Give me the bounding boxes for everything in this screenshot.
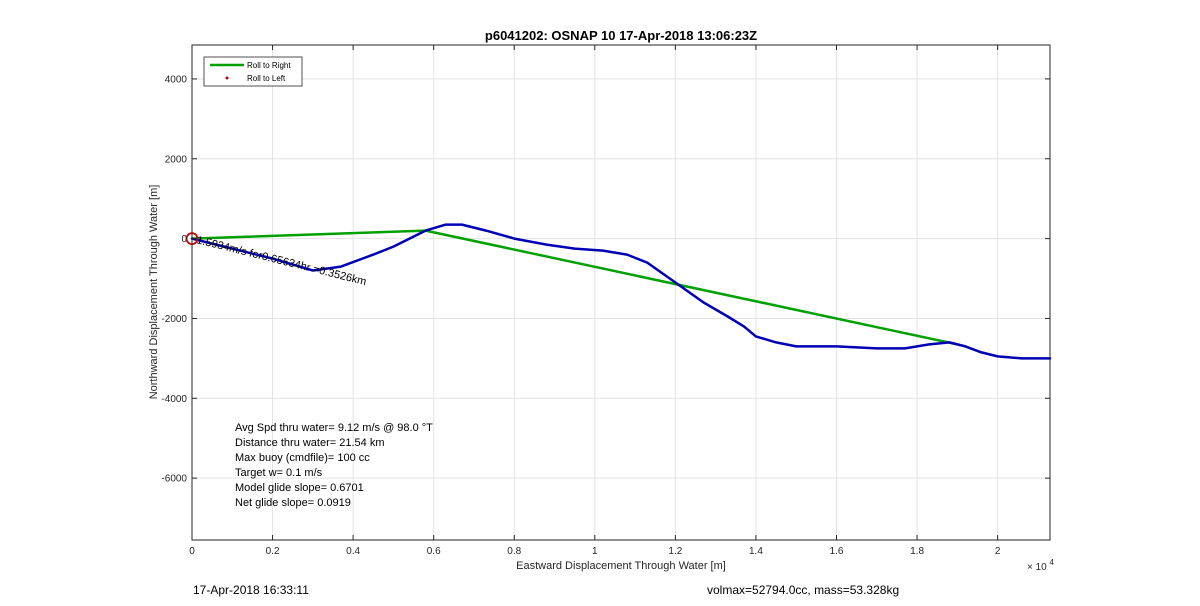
stats-line: Model glide slope= 0.6701	[235, 482, 364, 494]
footer-date: 17-Apr-2018 16:33:11	[193, 583, 309, 597]
legend: Roll to Right Roll to Left	[203, 56, 303, 87]
y-tick-label: 4000	[165, 74, 188, 85]
x-tick-label: 1.6	[830, 546, 844, 557]
stats-block: Avg Spd thru water= 9.12 m/s @ 98.0 °T D…	[235, 422, 433, 509]
x-tick-label: 1	[592, 546, 598, 557]
y-tick-label: -4000	[161, 394, 187, 405]
x-exponent-power: 4	[1050, 558, 1055, 567]
x-axis-label: Eastward Displacement Through Water [m]	[516, 560, 726, 572]
y-axis-label: Northward Displacement Through Water [m]	[148, 185, 160, 400]
legend-label-roll-left: Roll to Left	[247, 74, 286, 83]
x-tick-label: 1.2	[668, 546, 682, 557]
x-tick-label: 0.2	[266, 546, 280, 557]
stats-line: Distance thru water= 21.54 km	[235, 437, 385, 449]
legend-swatch-roll-left	[225, 76, 229, 80]
stats-line: Avg Spd thru water= 9.12 m/s @ 98.0 °T	[235, 422, 433, 434]
footer-volmax: volmax=52794.0cc, mass=53.328kg	[707, 583, 900, 597]
y-tick-label: -2000	[161, 314, 187, 325]
x-tick-label: 1.4	[749, 546, 763, 557]
stats-line: Max buoy (cmdfile)= 100 cc	[235, 452, 370, 464]
x-tick-label: 1.8	[910, 546, 924, 557]
x-tick-label: 0.8	[507, 546, 521, 557]
y-tick-label: 0	[181, 234, 187, 245]
legend-box	[203, 56, 303, 87]
x-tick-label: 2	[995, 546, 1001, 557]
x-exponent-label: × 10 4	[1027, 558, 1055, 573]
x-tick-label: 0.6	[427, 546, 441, 557]
y-tick-label: -6000	[161, 474, 187, 485]
stats-line: Target w= 0.1 m/s	[235, 467, 323, 479]
y-tick-label: 2000	[165, 154, 188, 165]
x-exponent-base: × 10	[1027, 562, 1047, 573]
chart-title: p6041202: OSNAP 10 17-Apr-2018 13:06:23Z	[485, 28, 757, 43]
plot-frame	[191, 44, 1051, 541]
stats-line: Net glide slope= 0.0919	[235, 497, 351, 509]
x-tick-label: 0.4	[346, 546, 360, 557]
plot-area	[192, 45, 1050, 540]
grid	[191, 45, 1050, 540]
x-tick-label: 0	[189, 546, 195, 557]
legend-label-roll-right: Roll to Right	[247, 61, 291, 70]
series-line-2	[190, 223, 1052, 360]
axis-ticks: 0 0.2 0.4 0.6 0.8 1 1.2 1.4 1.6 1.8 2 -6000 -4000 -20…	[161, 45, 1050, 557]
